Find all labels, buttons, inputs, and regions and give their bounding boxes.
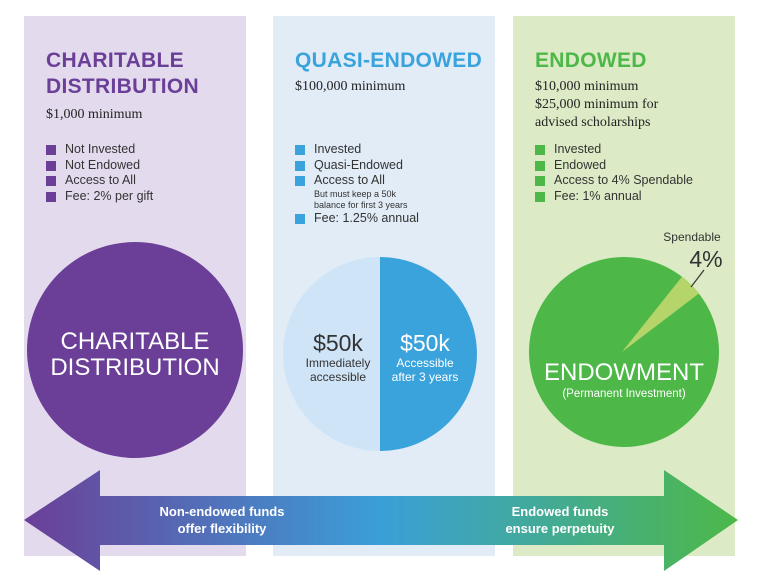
bullet-item: Access to All [46,173,153,189]
minimum-line-1: $10,000 minimum [535,79,639,94]
right-half-line-2: after 3 years [392,370,459,384]
charitable-distribution-title: CHARITABLE DISTRIBUTION [46,48,199,100]
bullet-square-icon [295,176,305,186]
spendable-percent-label: 4% [689,246,722,272]
bullet-text: Fee: 1% annual [554,188,642,203]
bullet-item: Invested [295,142,419,158]
bullet-item: Fee: 2% per gift [46,189,153,205]
endowment-circle-line-2: (Permanent Investment) [562,388,686,400]
charitable-circle-line-1: CHARITABLE [61,328,210,355]
bullet-text: Access to All [314,173,385,187]
bullet-text: Not Endowed [65,157,141,172]
bullet-text: Invested [554,142,602,156]
endowed-minimum: $10,000 minimum $25,000 minimum for advi… [535,78,658,132]
bullet-item: Access to 4% Spendable [535,173,693,189]
bullet-text: Invested [314,142,362,156]
charitable-bullet-list: Not Invested Not Endowed Access to All F… [46,142,153,204]
left-half-line-2: accessible [310,370,366,384]
bullet-item: Access to All But must keep a 50k balanc… [295,173,419,211]
bullet-item: Not Invested [46,142,153,158]
spendable-leader-line [690,269,705,288]
bullet-square-icon [46,145,56,155]
bullet-square-icon [46,191,56,202]
bullet-text: Fee: 1.25% annual [314,210,419,225]
bullet-text: Endowed [554,157,607,172]
double-headed-arrow [24,470,738,571]
bullet-text: Quasi-Endowed [314,157,403,172]
quasi-endowed-minimum: $100,000 minimum [295,79,406,94]
bullet-item: Not Endowed [46,158,153,174]
bullet-item: Fee: 1% annual [535,189,693,205]
right-half-line-1: Accessible [396,356,454,370]
accessible-after-3-years-half [380,257,477,451]
bullet-item: Invested [535,142,693,158]
bullet-square-icon [535,176,545,186]
bullet-text: Fee: 2% per gift [65,188,154,203]
immediately-accessible-half [283,257,380,451]
minimum-line-2: $25,000 minimum for [535,97,659,112]
title-line-1: CHARITABLE [46,49,184,72]
left-half-line-1: Immediately [306,356,371,370]
charitable-minimum: $1,000 minimum [46,107,143,122]
arrow-right-line-2: ensure perpetuity [505,521,615,536]
title-line-2: DISTRIBUTION [46,75,199,98]
arrow-left-line-1: Non-endowed funds [160,504,285,519]
arrow-left-line-2: offer flexibility [178,521,268,536]
endowed-title: ENDOWED [535,49,647,72]
bullet-note-line-2: balance for first 3 years [314,199,408,210]
spendable-label: Spendable [663,230,721,244]
endowed-bullet-list: Invested Endowed Access to 4% Spendable … [535,142,693,204]
bullet-item: Fee: 1.25% annual [295,211,419,227]
bullet-note-line-1: But must keep a 50k [314,188,397,199]
bullet-item: Endowed [535,158,693,174]
bullet-text: Access to 4% Spendable [554,173,693,187]
bullet-item: Quasi-Endowed [295,158,419,174]
left-half-amount: $50k [313,330,363,356]
spendable-slice [622,276,699,352]
right-half-amount: $50k [400,330,450,356]
bullet-square-icon [295,145,305,155]
bullet-square-icon [295,213,305,224]
quasi-endowed-bullet-list: Invested Quasi-Endowed Access to All But… [295,142,419,226]
bullet-text: Access to All [65,173,136,187]
bullet-text: Not Invested [65,142,136,156]
bullet-square-icon [46,160,56,171]
bullet-square-icon [535,191,545,202]
endowment-circle-line-1: ENDOWMENT [544,359,704,386]
arrow-right-line-1: Endowed funds [512,504,609,519]
charitable-distribution-circle [27,242,243,458]
minimum-line-3: advised scholarships [535,115,651,130]
bullet-square-icon [295,160,305,171]
bullet-square-icon [535,160,545,171]
bullet-square-icon [535,145,545,155]
bullet-square-icon [46,176,56,186]
charitable-circle-line-2: DISTRIBUTION [50,354,219,381]
quasi-endowed-title: QUASI-ENDOWED [295,49,483,72]
